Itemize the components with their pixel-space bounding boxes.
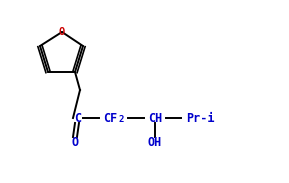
Text: O: O xyxy=(59,27,65,37)
Text: C: C xyxy=(75,111,81,124)
Text: O: O xyxy=(71,135,79,148)
Text: 2: 2 xyxy=(118,115,124,124)
Text: CH: CH xyxy=(148,111,162,124)
Text: OH: OH xyxy=(148,135,162,148)
Text: CF: CF xyxy=(103,111,117,124)
Text: Pr-i: Pr-i xyxy=(186,111,214,124)
